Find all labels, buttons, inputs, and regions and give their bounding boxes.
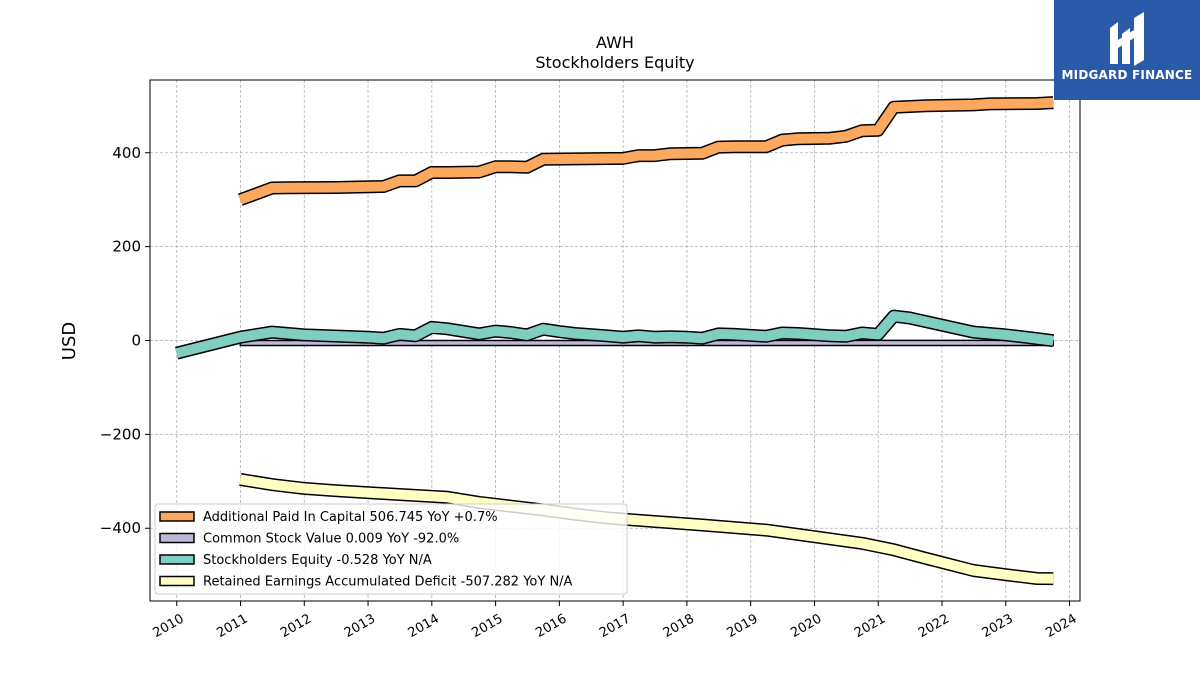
- x-axis: 2010 2011 2012 2013 2014 2015 2016 2017 2018 2019…: [151, 601, 1080, 641]
- x-tick-label: 2013: [342, 611, 378, 641]
- y-tick-label: 0: [131, 332, 141, 350]
- x-tick-label: 2011: [214, 611, 250, 641]
- legend-label-1: Common Stock Value 0.009 YoY -92.0%: [203, 532, 459, 547]
- x-tick-label: 2017: [597, 611, 633, 641]
- x-tick-label: 2020: [788, 611, 824, 641]
- legend-label-3: Retained Earnings Accumulated Deficit -5…: [203, 575, 573, 590]
- x-tick-label: 2023: [980, 611, 1016, 641]
- x-tick-label: 2024: [1043, 611, 1079, 641]
- y-tick-label: 400: [112, 144, 141, 162]
- legend-swatch-2: [159, 554, 195, 565]
- x-tick-label: 2010: [151, 611, 187, 641]
- x-tick-label: 2019: [725, 611, 761, 641]
- x-tick-label: 2012: [278, 611, 314, 641]
- legend-label-0: Additional Paid In Capital 506.745 YoY +…: [203, 510, 498, 525]
- legend-swatch-1: [159, 532, 195, 544]
- logo-text: MIDGARD FINANCE: [1061, 68, 1193, 82]
- y-axis: −400 −200 0 200 400: [100, 144, 150, 537]
- x-tick-label: 2018: [661, 611, 697, 641]
- legend-box: [154, 503, 628, 595]
- legend-swatch-3: [159, 575, 195, 587]
- legend: Additional Paid In Capital 506.745 YoY +…: [154, 503, 628, 595]
- y-tick-label: −400: [100, 519, 141, 537]
- series-3-line: [239, 474, 1054, 584]
- logo: MIDGARD FINANCE: [1054, 0, 1200, 100]
- x-tick-label: 2022: [916, 611, 952, 641]
- chart-subtitle: Stockholders Equity: [535, 53, 694, 72]
- series-2-line: [175, 311, 1054, 359]
- chart-title: AWH: [596, 33, 634, 52]
- x-tick-label: 2015: [469, 611, 505, 641]
- legend-swatch-0: [159, 511, 195, 522]
- series-layer: [175, 96, 1055, 586]
- x-tick-label: 2016: [533, 611, 569, 641]
- x-tick-label: 2021: [852, 611, 888, 641]
- y-axis-label: USD: [59, 322, 80, 360]
- y-tick-label: −200: [100, 425, 141, 443]
- y-tick-label: 200: [112, 238, 141, 256]
- x-tick-label: 2014: [406, 611, 442, 641]
- series-0-line: [238, 97, 1054, 205]
- logo-mark-icon: [1110, 12, 1144, 66]
- legend-label-2: Stockholders Equity -0.528 YoY N/A: [203, 553, 432, 568]
